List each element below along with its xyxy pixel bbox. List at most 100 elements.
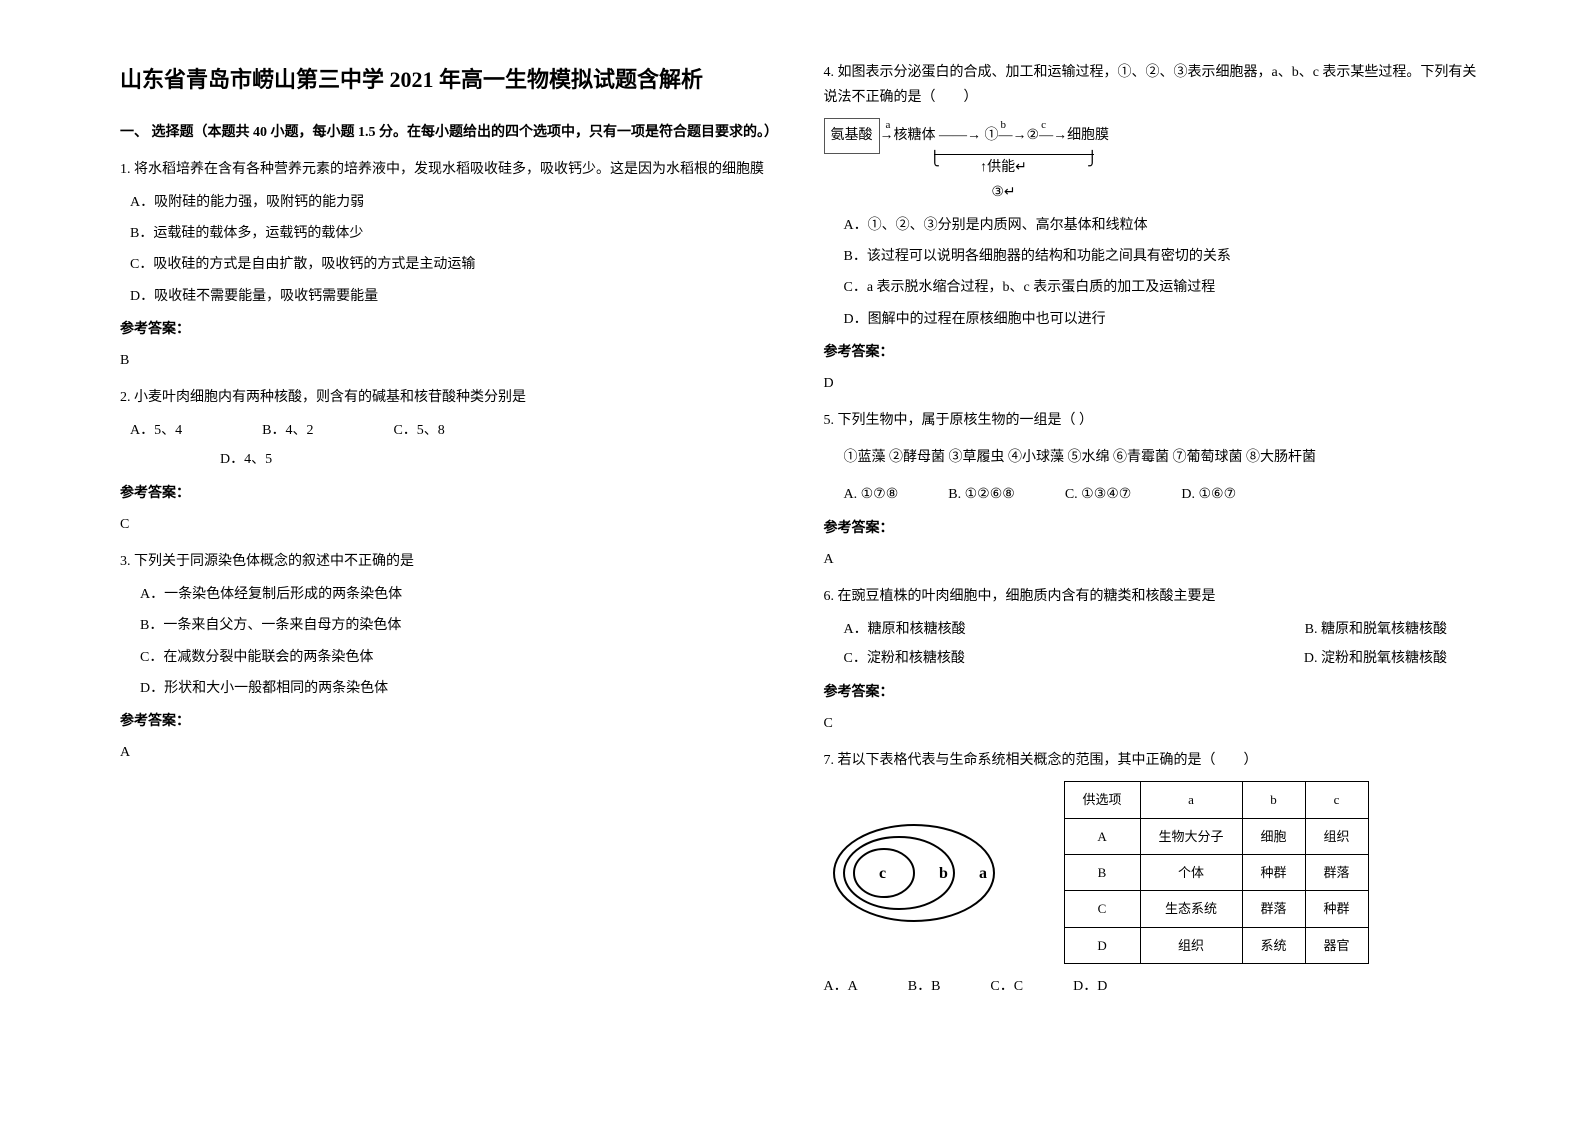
q7-label-a: a <box>979 865 987 882</box>
q2-option-a: A．5、4 <box>130 418 182 443</box>
q4-answer-label: 参考答案： <box>824 340 1488 365</box>
cell: 种群 <box>1305 891 1368 927</box>
q6-answer-label: 参考答案： <box>824 680 1488 705</box>
q5-option-c: C. ①③④⑦ <box>1065 482 1132 507</box>
left-column: 山东省青岛市崂山第三中学 2021 年高一生物模拟试题含解析 一、 选择题（本题… <box>100 60 804 1102</box>
page-title: 山东省青岛市崂山第三中学 2021 年高一生物模拟试题含解析 <box>120 60 784 100</box>
q7-option-b: B．B <box>908 974 941 999</box>
q7-label-c: c <box>879 865 886 882</box>
cell: 组织 <box>1140 927 1242 963</box>
q4-d-ribo: 核糖体 <box>894 128 936 143</box>
q4-stem: 4. 如图表示分泌蛋白的合成、加工和运输过程，①、②、③表示细胞器，a、b、c … <box>824 60 1488 110</box>
q5-option-b: B. ①②⑥⑧ <box>948 482 1015 507</box>
q1-option-b: B．运载硅的载体多，运载钙的载体少 <box>130 221 784 246</box>
question-6: 6. 在豌豆植株的叶肉细胞中，细胞质内含有的糖类和核酸主要是 A．糖原和核糖核酸… <box>824 584 1488 736</box>
q1-option-c: C．吸收硅的方式是自由扩散，吸收钙的方式是主动运输 <box>130 252 784 277</box>
q4-d-mem: 细胞膜 <box>1067 128 1109 143</box>
q4-d-a: a <box>886 116 891 136</box>
q4-option-a: A．①、②、③分别是内质网、高尔基体和线粒体 <box>844 213 1488 238</box>
cell: 细胞 <box>1242 818 1305 854</box>
q6-option-b: B. 糖原和脱氧核糖核酸 <box>1305 617 1447 642</box>
q2-option-d: D．4、5 <box>220 447 784 472</box>
q4-option-b: B．该过程可以说明各细胞器的结构和功能之间具有密切的关系 <box>844 244 1488 269</box>
q7-table: 供选项 a b c A 生物大分子 细胞 组织 B 个体 种群 群落 <box>1064 781 1369 964</box>
q2-option-c: C．5、8 <box>393 418 444 443</box>
right-column: 4. 如图表示分泌蛋白的合成、加工和运输过程，①、②、③表示细胞器，a、b、c … <box>804 60 1508 1102</box>
q3-answer: A <box>120 740 784 765</box>
q6-option-d: D. 淀粉和脱氧核糖核酸 <box>1304 646 1447 671</box>
th-2: b <box>1242 782 1305 818</box>
q5-answer-label: 参考答案： <box>824 516 1488 541</box>
question-3: 3. 下列关于同源染色体概念的叙述中不正确的是 A．一条染色体经复制后形成的两条… <box>120 549 784 765</box>
question-5: 5. 下列生物中，属于原核生物的一组是（ ） ①蓝藻 ②酵母菌 ③草履虫 ④小球… <box>824 408 1488 572</box>
q5-stem: 5. 下列生物中，属于原核生物的一组是（ ） <box>824 408 1488 433</box>
cell: A <box>1064 818 1140 854</box>
q6-answer: C <box>824 711 1488 736</box>
cell: 群落 <box>1242 891 1305 927</box>
cell: B <box>1064 854 1140 890</box>
q6-row2: C．淀粉和核糖核酸 D. 淀粉和脱氧核糖核酸 <box>844 646 1488 671</box>
question-2: 2. 小麦叶肉细胞内有两种核酸，则含有的碱基和核苷酸种类分别是 A．5、4 B．… <box>120 385 784 537</box>
q6-row1: A．糖原和核糖核酸 B. 糖原和脱氧核糖核酸 <box>844 617 1488 642</box>
th-1: a <box>1140 782 1242 818</box>
q7-figure: a b c 供选项 a b c A 生物大分子 细胞 组织 B <box>824 781 1488 964</box>
q2-option-b: B．4、2 <box>262 418 313 443</box>
th-3: c <box>1305 782 1368 818</box>
table-row: A 生物大分子 细胞 组织 <box>1064 818 1368 854</box>
q7-stem: 7. 若以下表格代表与生命系统相关概念的范围，其中正确的是（ ） <box>824 748 1488 773</box>
q1-option-d: D．吸收硅不需要能量，吸收钙需要能量 <box>130 284 784 309</box>
q6-option-c: C．淀粉和核糖核酸 <box>844 646 965 671</box>
table-header-row: 供选项 a b c <box>1064 782 1368 818</box>
q4-option-d: D．图解中的过程在原核细胞中也可以进行 <box>844 307 1488 332</box>
q4-d-1: ① <box>985 128 999 143</box>
q3-option-d: D．形状和大小一般都相同的两条染色体 <box>140 676 784 701</box>
q3-answer-label: 参考答案： <box>120 709 784 734</box>
q2-options-row1: A．5、4 B．4、2 C．5、8 <box>130 418 784 443</box>
cell: 器官 <box>1305 927 1368 963</box>
question-7: 7. 若以下表格代表与生命系统相关概念的范围，其中正确的是（ ） a b c 供… <box>824 748 1488 999</box>
section-header: 一、 选择题（本题共 40 小题，每小题 1.5 分。在每小题给出的四个选项中，… <box>120 120 784 145</box>
q2-answer-label: 参考答案： <box>120 481 784 506</box>
cell: 个体 <box>1140 854 1242 890</box>
q4-d-2: ② <box>1027 128 1040 143</box>
q6-option-a: A．糖原和核糖核酸 <box>844 617 966 642</box>
q1-answer: B <box>120 348 784 373</box>
cell: 组织 <box>1305 818 1368 854</box>
q4-d-3: ③↵ <box>884 180 1124 205</box>
q5-option-d: D. ①⑥⑦ <box>1181 482 1236 507</box>
question-1: 1. 将水稻培养在含有各种营养元素的培养液中，发现水稻吸收硅多，吸收钙少。这是因… <box>120 157 784 373</box>
cell: 群落 <box>1305 854 1368 890</box>
cell: 系统 <box>1242 927 1305 963</box>
q7-options: A．A B．B C．C D．D <box>824 974 1488 999</box>
q2-stem: 2. 小麦叶肉细胞内有两种核酸，则含有的碱基和核苷酸种类分别是 <box>120 385 784 410</box>
cell: 生态系统 <box>1140 891 1242 927</box>
q4-diagram: 氨基酸 a→核糖体 ——→ ①—b→②—c→细胞膜 ⎩ ⎭ ↑供能↵ ③↵ <box>824 118 1488 205</box>
q1-option-a: A．吸附硅的能力强，吸附钙的能力弱 <box>130 190 784 215</box>
table-row: C 生态系统 群落 种群 <box>1064 891 1368 927</box>
q3-stem: 3. 下列关于同源染色体概念的叙述中不正确的是 <box>120 549 784 574</box>
q1-answer-label: 参考答案： <box>120 317 784 342</box>
q4-option-c: C．a 表示脱水缩合过程，b、c 表示蛋白质的加工及运输过程 <box>844 275 1488 300</box>
q4-answer: D <box>824 371 1488 396</box>
q7-circles-diagram: a b c <box>824 818 1004 928</box>
q4-d-c: c <box>1041 116 1046 136</box>
q3-option-c: C．在减数分裂中能联会的两条染色体 <box>140 645 784 670</box>
cell: D <box>1064 927 1140 963</box>
q7-option-a: A．A <box>824 974 858 999</box>
q1-stem: 1. 将水稻培养在含有各种营养元素的培养液中，发现水稻吸收硅多，吸收钙少。这是因… <box>120 157 784 182</box>
q3-option-b: B．一条来自父方、一条来自母方的染色体 <box>140 613 784 638</box>
th-0: 供选项 <box>1064 782 1140 818</box>
cell: 生物大分子 <box>1140 818 1242 854</box>
q5-answer: A <box>824 547 1488 572</box>
table-row: B 个体 种群 群落 <box>1064 854 1368 890</box>
q2-answer: C <box>120 512 784 537</box>
q6-stem: 6. 在豌豆植株的叶肉细胞中，细胞质内含有的糖类和核酸主要是 <box>824 584 1488 609</box>
q4-d-amino: 氨基酸 <box>831 128 873 143</box>
q7-option-d: D．D <box>1073 974 1107 999</box>
q5-options: A. ①⑦⑧ B. ①②⑥⑧ C. ①③④⑦ D. ①⑥⑦ <box>844 482 1488 507</box>
question-4: 4. 如图表示分泌蛋白的合成、加工和运输过程，①、②、③表示细胞器，a、b、c … <box>824 60 1488 396</box>
q4-d-b: b <box>1001 116 1007 136</box>
q7-label-b: b <box>939 865 948 882</box>
q5-items: ①蓝藻 ②酵母菌 ③草履虫 ④小球藻 ⑤水绵 ⑥青霉菌 ⑦葡萄球菌 ⑧大肠杆菌 <box>844 445 1488 470</box>
table-row: D 组织 系统 器官 <box>1064 927 1368 963</box>
